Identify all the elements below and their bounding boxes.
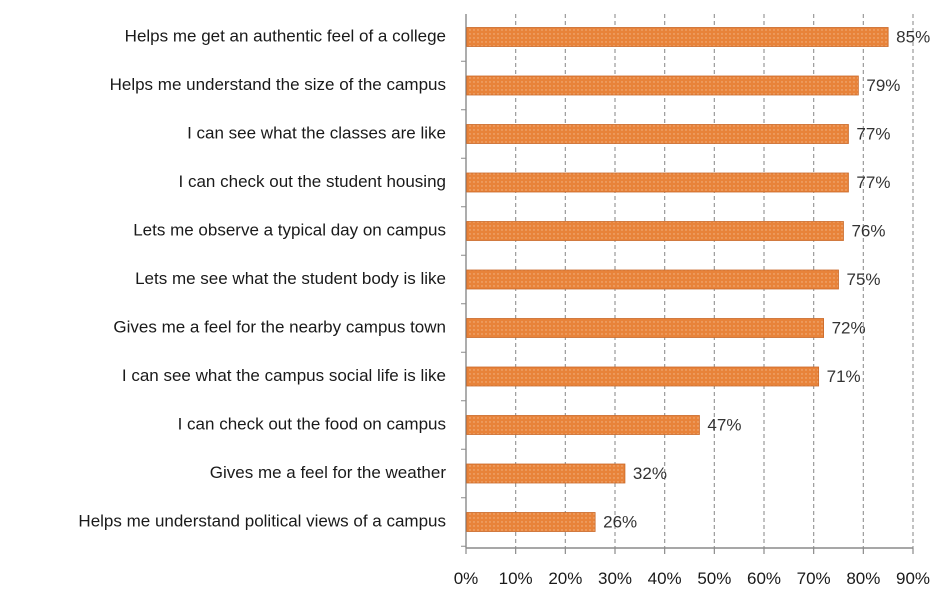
category-label: I can see what the classes are like	[187, 123, 446, 142]
x-tick-label: 10%	[499, 569, 533, 588]
value-label: 32%	[633, 464, 667, 483]
bar	[466, 27, 889, 47]
value-label: 71%	[827, 367, 861, 386]
x-tick-label: 80%	[846, 569, 880, 588]
x-tick-labels: 0% 10% 20% 30% 40% 50% 60% 70% 80% 90%	[454, 569, 930, 588]
x-tick-label: 40%	[648, 569, 682, 588]
value-label: 47%	[707, 415, 741, 434]
x-tick-label: 90%	[896, 569, 930, 588]
category-label: Helps me understand political views of a…	[78, 511, 446, 530]
category-label: I can check out the student housing	[179, 172, 446, 191]
bar	[466, 269, 839, 290]
bars	[466, 27, 889, 532]
value-label: 85%	[896, 27, 930, 46]
bar	[466, 221, 844, 241]
bar	[466, 172, 849, 193]
bar	[466, 75, 859, 96]
bar	[466, 318, 825, 338]
value-label: 75%	[847, 270, 881, 289]
category-label: Helps me understand the size of the camp…	[110, 75, 446, 94]
x-tick-label: 0%	[454, 569, 479, 588]
x-tick-label: 30%	[598, 569, 632, 588]
category-label: I can see what the campus social life is…	[122, 366, 446, 385]
bar	[466, 366, 820, 387]
axes	[461, 14, 914, 554]
category-label: Gives me a feel for the nearby campus to…	[113, 317, 446, 336]
x-tick-label: 60%	[747, 569, 781, 588]
category-label: Helps me get an authentic feel of a coll…	[125, 26, 446, 45]
category-label: Lets me see what the student body is lik…	[135, 269, 446, 288]
bar	[466, 512, 596, 532]
value-label: 77%	[856, 124, 890, 143]
category-label: Gives me a feel for the weather	[210, 463, 447, 482]
bar	[466, 463, 626, 484]
x-tick-label: 70%	[797, 569, 831, 588]
x-tick-label: 50%	[697, 569, 731, 588]
bar	[466, 415, 700, 435]
value-labels: 85% 79% 77% 77% 76% 75% 72% 71% 47% 32% 26%	[603, 27, 930, 531]
category-labels: Helps me get an authentic feel of a coll…	[78, 26, 446, 530]
value-label: 77%	[856, 173, 890, 192]
value-label: 79%	[866, 76, 900, 95]
value-label: 76%	[851, 221, 885, 240]
category-label: Lets me observe a typical day on campus	[133, 220, 446, 239]
value-label: 72%	[832, 318, 866, 337]
bar	[466, 124, 849, 144]
x-tick-label: 20%	[548, 569, 582, 588]
category-label: I can check out the food on campus	[178, 414, 446, 433]
value-label: 26%	[603, 512, 637, 531]
